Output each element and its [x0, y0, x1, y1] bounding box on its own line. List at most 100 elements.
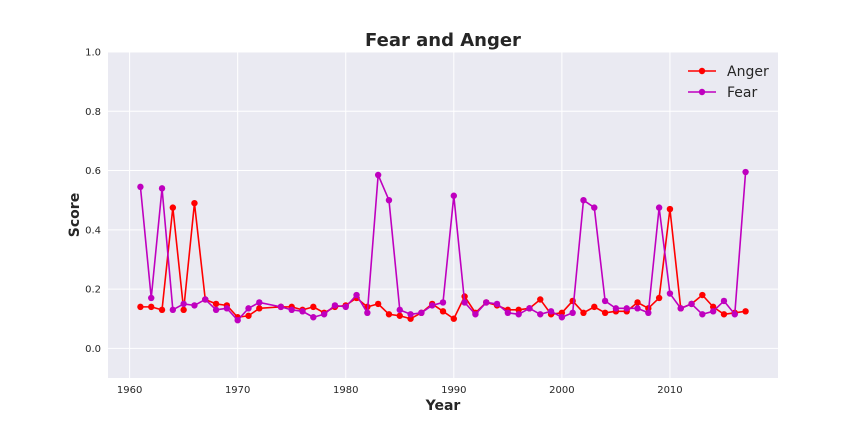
- fear-point: [288, 306, 295, 314]
- legend: Anger Fear: [678, 58, 772, 106]
- anger-point: [137, 303, 144, 311]
- fear-point: [342, 303, 349, 311]
- fear-point: [407, 311, 414, 318]
- chart-title: Fear and Anger: [365, 30, 521, 51]
- fear-point: [731, 311, 738, 318]
- anger-point: [158, 306, 166, 314]
- y-tick-label: 0.6: [85, 166, 101, 177]
- fear-point: [364, 309, 371, 316]
- fear-point: [580, 196, 587, 204]
- anger-point: [396, 312, 403, 319]
- fear-point: [385, 196, 393, 204]
- fear-point: [677, 305, 684, 312]
- series-fear: [137, 168, 749, 324]
- anger-point: [407, 315, 414, 322]
- fear-point: [223, 305, 231, 312]
- y-tick-label: 0.0: [85, 344, 101, 355]
- fear-point: [666, 290, 674, 297]
- anger-point: [310, 303, 317, 311]
- anger-point: [212, 300, 220, 308]
- anger-point: [537, 296, 544, 303]
- fear-point: [537, 311, 544, 318]
- anger-point: [148, 303, 155, 311]
- x-tick-label: 1990: [441, 385, 466, 396]
- series-layer: [137, 168, 749, 324]
- anger-point: [655, 294, 663, 302]
- x-tick-label: 1960: [117, 385, 142, 396]
- anger-point: [699, 291, 706, 299]
- fear-point: [483, 299, 490, 306]
- fear-point: [245, 305, 252, 312]
- fear-point: [634, 305, 641, 312]
- anger-point: [191, 199, 198, 207]
- fear-point: [137, 183, 144, 191]
- x-tick-label: 1980: [333, 385, 358, 396]
- fear-point: [191, 302, 198, 309]
- fear-point: [353, 291, 360, 299]
- fear-point: [655, 204, 663, 211]
- legend-anger-label: Anger: [727, 64, 769, 80]
- anger-point: [558, 309, 566, 316]
- fear-point: [374, 171, 382, 179]
- fear-point: [320, 311, 328, 318]
- fear-point: [720, 297, 728, 305]
- y-axis-title: Score: [67, 193, 83, 237]
- x-tick-label: 2010: [657, 385, 682, 396]
- anger-point: [601, 309, 609, 316]
- fear-point: [601, 297, 609, 305]
- fear-point: [299, 308, 306, 315]
- fear-point: [547, 308, 555, 315]
- tick-labels: 1960 1970 1980 1990 2000 2010 0.0 0.2 0.4 0.6 0.8 1…: [85, 48, 683, 397]
- fear-point: [569, 309, 576, 316]
- anger-point: [709, 303, 717, 311]
- y-tick-label: 0.8: [85, 107, 101, 118]
- y-tick-label: 0.4: [85, 225, 101, 236]
- fear-point: [688, 300, 695, 308]
- fear-point: [158, 185, 166, 192]
- fear-point: [277, 303, 285, 311]
- anger-point: [450, 315, 458, 322]
- fear-point: [709, 308, 717, 315]
- fear-point: [742, 168, 749, 176]
- fear-point: [558, 314, 566, 321]
- fear-point: [504, 309, 512, 316]
- y-tick-label: 0.2: [85, 285, 101, 296]
- fear-point: [612, 305, 620, 312]
- fear-point: [212, 306, 220, 314]
- legend-fear-label: Fear: [727, 85, 757, 101]
- fear-point: [396, 306, 403, 314]
- anger-point: [742, 308, 749, 315]
- fear-point: [331, 302, 339, 309]
- fear-point: [526, 305, 533, 312]
- fear-point: [472, 311, 479, 318]
- fear-point: [439, 299, 447, 306]
- fear-point: [180, 300, 187, 308]
- anger-point: [720, 311, 728, 318]
- fear-point: [493, 300, 501, 308]
- anger-point: [374, 300, 382, 308]
- y-tick-label: 1.0: [85, 48, 101, 59]
- anger-point: [245, 312, 252, 319]
- anger-point: [439, 308, 447, 315]
- fear-point: [428, 302, 436, 309]
- anger-point: [634, 299, 641, 306]
- legend-anger-marker: [698, 67, 706, 75]
- anger-point: [385, 311, 393, 318]
- fear-point: [645, 309, 652, 316]
- legend-fear-marker: [698, 88, 706, 96]
- fear-point: [461, 299, 468, 306]
- anger-point: [569, 297, 576, 305]
- fear-point: [310, 314, 317, 321]
- fear-point: [234, 317, 241, 324]
- anger-point: [169, 204, 177, 211]
- anger-point: [580, 309, 587, 316]
- plot-area: [108, 52, 778, 378]
- x-axis-title: Year: [425, 398, 461, 414]
- anger-point: [180, 306, 187, 314]
- anger-point: [666, 205, 674, 213]
- x-tick-label: 2000: [549, 385, 574, 396]
- fear-point: [202, 296, 209, 303]
- fear-point: [256, 299, 263, 306]
- fear-point: [169, 306, 177, 314]
